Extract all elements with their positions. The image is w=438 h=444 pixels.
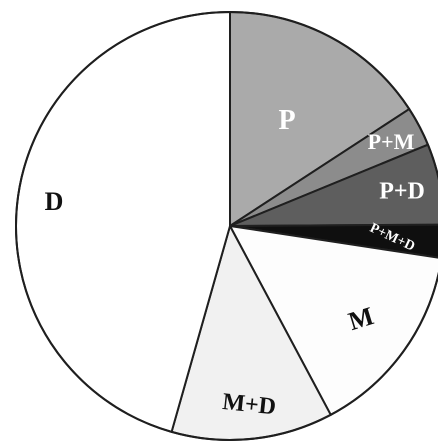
pie-label-p-plus-m: P+M [368,129,415,154]
pie-label-m-plus-d: M+D [221,389,277,420]
pie-label-p-plus-d: P+D [379,179,425,205]
pie-label-p: P [279,105,296,136]
pie-label-d: D [45,187,64,216]
